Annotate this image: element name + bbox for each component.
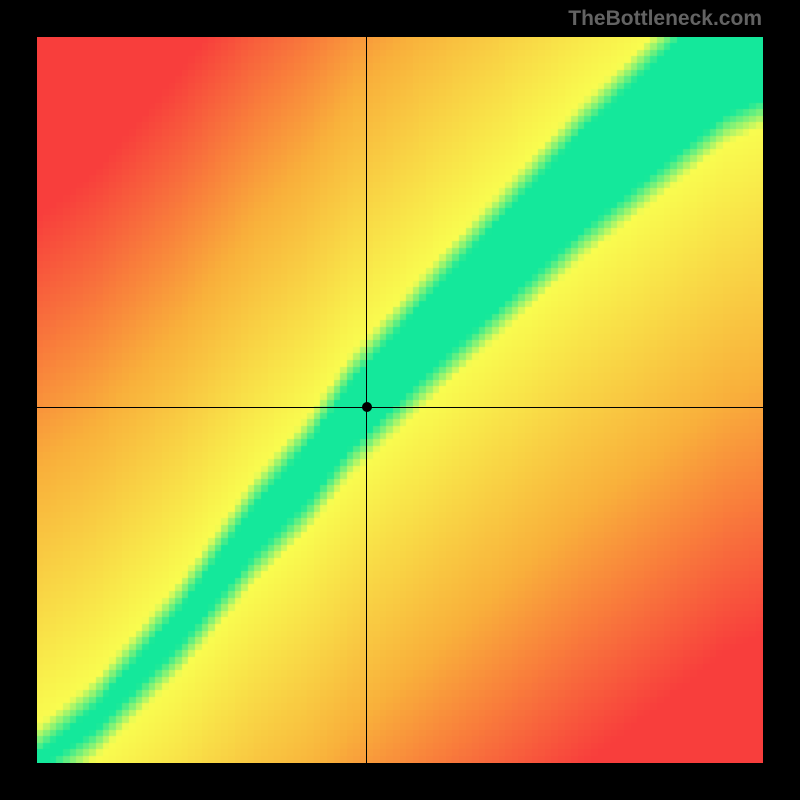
crosshair-vertical [366, 37, 367, 763]
crosshair-marker [362, 402, 372, 412]
crosshair-horizontal [37, 407, 763, 408]
bottleneck-heatmap [37, 37, 763, 763]
watermark-text: TheBottleneck.com [568, 7, 762, 31]
